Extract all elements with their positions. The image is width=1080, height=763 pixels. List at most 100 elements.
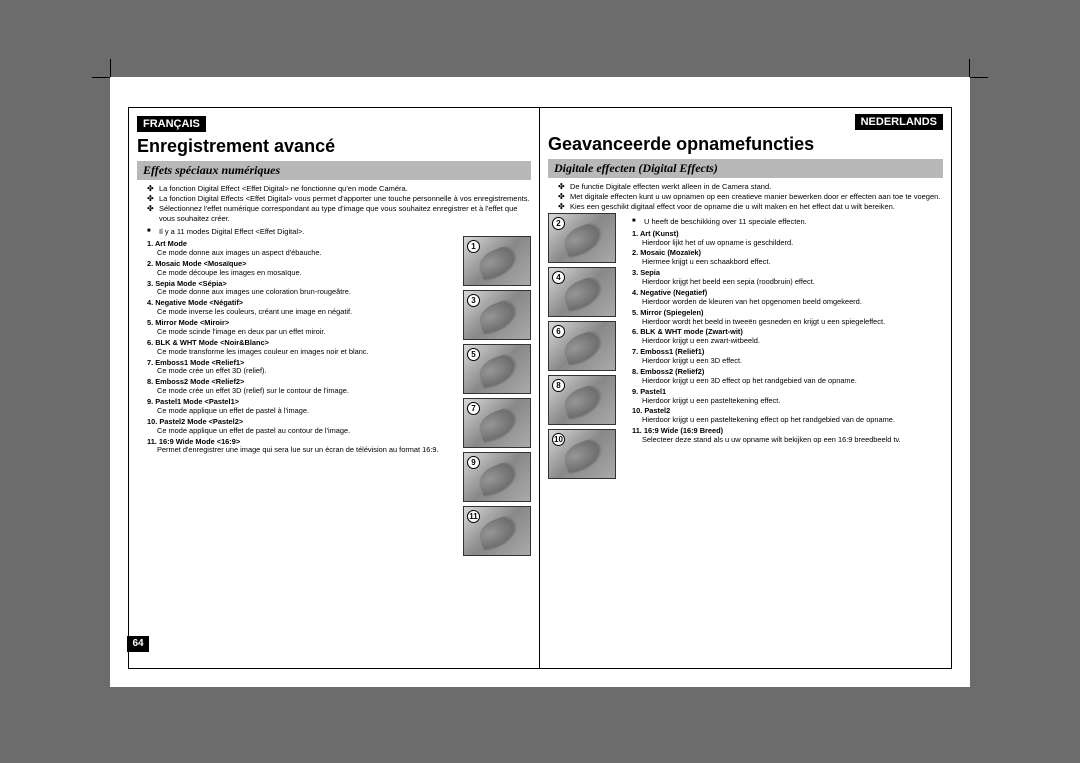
- effect-title: 5. Mirror Mode <Miroir>: [147, 318, 229, 327]
- effect-title: 2. Mosaic Mode <Mosaïque>: [147, 259, 246, 268]
- thumbnail-number: 5: [467, 348, 480, 361]
- effect-item: 11. 16:9 Wide Mode <16:9>Permet d'enregi…: [147, 438, 457, 456]
- dolphin-shape: [475, 243, 522, 283]
- effect-desc: Hierdoor krijgt u een pasteltekening eff…: [632, 397, 943, 406]
- thumbnail-number: 9: [467, 456, 480, 469]
- language-tab-fr: FRANÇAIS: [137, 116, 206, 132]
- thumbnail-column-right: 2 4 6 8 10: [548, 213, 616, 479]
- effect-title: 9. Pastel1 Mode <Pastel1>: [147, 397, 239, 406]
- effect-title: 3. Sepia: [632, 268, 660, 277]
- effect-thumbnail: 11: [463, 506, 531, 556]
- effect-item: 3. SepiaHierdoor krijgt het beeld een se…: [632, 269, 943, 287]
- thumbnail-number: 7: [467, 402, 480, 415]
- effect-desc: Ce mode crée un effet 3D (relief).: [147, 367, 457, 376]
- thumbnail-number: 10: [552, 433, 565, 446]
- page-frame: FRANÇAIS Enregistrement avancé Effets sp…: [128, 107, 952, 669]
- effect-thumbnail: 9: [463, 452, 531, 502]
- effect-title: 5. Mirror (Spiegelen): [632, 308, 703, 317]
- thumbnail-number: 4: [552, 271, 565, 284]
- effect-item: 9. Pastel1Hierdoor krijgt u een pastelte…: [632, 388, 943, 406]
- effect-title: 6. BLK & WHT mode (Zwart-wit): [632, 327, 743, 336]
- effect-thumbnail: 7: [463, 398, 531, 448]
- effect-item: 9. Pastel1 Mode <Pastel1>Ce mode appliqu…: [147, 398, 457, 416]
- effect-desc: Ce mode crée un effet 3D (relief) sur le…: [147, 387, 457, 396]
- dolphin-shape: [560, 436, 607, 476]
- effect-desc: Hierdoor krijgt u een 3D effect op het r…: [632, 377, 943, 386]
- effect-thumbnail: 3: [463, 290, 531, 340]
- effect-title: 8. Emboss2 Mode <Relief2>: [147, 377, 244, 386]
- effect-title: 8. Emboss2 (Reliëf2): [632, 367, 704, 376]
- effect-desc: Hierdoor krijgt u een pasteltekening eff…: [632, 416, 943, 425]
- thumbnail-number: 3: [467, 294, 480, 307]
- effect-item: 4. Negative Mode <Négatif>Ce mode invers…: [147, 299, 457, 317]
- effect-desc: Ce mode découpe les images en mosaïque.: [147, 269, 457, 278]
- main-title-nl: Geavanceerde opnamefuncties: [548, 134, 943, 155]
- dolphin-shape: [560, 328, 607, 368]
- effect-title: 1. Art (Kunst): [632, 229, 679, 238]
- effect-item: 4. Negative (Negatief)Hierdoor worden de…: [632, 289, 943, 307]
- left-column: FRANÇAIS Enregistrement avancé Effets sp…: [129, 108, 540, 668]
- subtitle-nl: Digitale effecten (Digital Effects): [548, 159, 943, 178]
- effect-thumbnail: 6: [548, 321, 616, 371]
- thumbnail-number: 11: [467, 510, 480, 523]
- intro-item: Kies een geschikt digitaal effect voor d…: [558, 202, 943, 211]
- effect-item: 11. 16:9 Wide (16:9 Breed)Selecteer deze…: [632, 427, 943, 445]
- intro-item: Sélectionnez l'effet numérique correspon…: [147, 204, 531, 223]
- crop-mark: [970, 77, 988, 78]
- effect-title: 6. BLK & WHT Mode <Noir&Blanc>: [147, 338, 269, 347]
- crop-mark: [110, 59, 111, 77]
- effect-item: 5. Mirror (Spiegelen)Hierdoor wordt het …: [632, 309, 943, 327]
- thumbnail-column-left: 1 3 5 7 9 11: [463, 236, 531, 556]
- effect-item: 8. Emboss2 (Reliëf2)Hierdoor krijgt u ee…: [632, 368, 943, 386]
- effect-title: 11. 16:9 Wide (16:9 Breed): [632, 426, 723, 435]
- dolphin-shape: [475, 351, 522, 391]
- effects-list-fr: 1. Art ModeCe mode donne aux images un a…: [147, 240, 457, 455]
- effect-thumbnail: 8: [548, 375, 616, 425]
- effect-title: 9. Pastel1: [632, 387, 666, 396]
- effect-thumbnail: 4: [548, 267, 616, 317]
- manual-page: FRANÇAIS Enregistrement avancé Effets sp…: [110, 77, 970, 687]
- effect-desc: Hierdoor lijkt het of uw opname is gesch…: [632, 239, 943, 248]
- thumbnail-number: 2: [552, 217, 565, 230]
- effect-desc: Hierdoor worden de kleuren van het opgen…: [632, 298, 943, 307]
- effect-title: 1. Art Mode: [147, 239, 187, 248]
- effect-title: 10. Pastel2: [632, 406, 670, 415]
- effect-title: 10. Pastel2 Mode <Pastel2>: [147, 417, 243, 426]
- effect-thumbnail: 1: [463, 236, 531, 286]
- effects-list-nl: 1. Art (Kunst)Hierdoor lijkt het of uw o…: [632, 230, 943, 445]
- effect-desc: Ce mode inverse les couleurs, créant une…: [147, 308, 457, 317]
- effect-title: 2. Mosaic (Mozaïek): [632, 248, 701, 257]
- thumbnail-number: 8: [552, 379, 565, 392]
- effect-item: 10. Pastel2 Mode <Pastel2>Ce mode appliq…: [147, 418, 457, 436]
- dolphin-shape: [475, 297, 522, 337]
- language-tab-nl: NEDERLANDS: [855, 114, 943, 130]
- dolphin-shape: [560, 382, 607, 422]
- effect-title: 4. Negative Mode <Négatif>: [147, 298, 243, 307]
- effect-item: 10. Pastel2Hierdoor krijgt u een pastelt…: [632, 407, 943, 425]
- effect-item: 7. Emboss1 Mode <Relief1>Ce mode crée un…: [147, 359, 457, 377]
- effect-desc: Selecteer deze stand als u uw opname wil…: [632, 436, 943, 445]
- effect-title: 7. Emboss1 Mode <Relief1>: [147, 358, 244, 367]
- intro-item: La fonction Digital Effect <Effet Digita…: [147, 184, 531, 193]
- effect-item: 2. Mosaic (Mozaïek)Hiermee krijgt u een …: [632, 249, 943, 267]
- subtitle-fr: Effets spéciaux numériques: [137, 161, 531, 180]
- effect-thumbnail: 5: [463, 344, 531, 394]
- effect-desc: Ce mode applique un effet de pastel à l'…: [147, 407, 457, 416]
- effect-item: 1. Art ModeCe mode donne aux images un a…: [147, 240, 457, 258]
- dolphin-shape: [475, 459, 522, 499]
- effect-title: 11. 16:9 Wide Mode <16:9>: [147, 437, 240, 446]
- dolphin-shape: [475, 405, 522, 445]
- effect-title: 4. Negative (Negatief): [632, 288, 707, 297]
- intro-list-nl: De functie Digitale effecten werkt allee…: [558, 182, 943, 212]
- effect-desc: Ce mode transforme les images couleur en…: [147, 348, 457, 357]
- effect-title: 7. Emboss1 (Reliëf1): [632, 347, 704, 356]
- effect-thumbnail: 10: [548, 429, 616, 479]
- effect-desc: Ce mode donne aux images une coloration …: [147, 288, 457, 297]
- main-title-fr: Enregistrement avancé: [137, 136, 531, 157]
- thumbnail-number: 6: [552, 325, 565, 338]
- effect-desc: Hierdoor krijgt het beeld een sepia (roo…: [632, 278, 943, 287]
- crop-mark: [969, 59, 970, 77]
- page-number-badge: 64: [127, 636, 149, 652]
- effect-item: 2. Mosaic Mode <Mosaïque>Ce mode découpe…: [147, 260, 457, 278]
- intro-item: La fonction Digital Effects <Effet Digit…: [147, 194, 531, 203]
